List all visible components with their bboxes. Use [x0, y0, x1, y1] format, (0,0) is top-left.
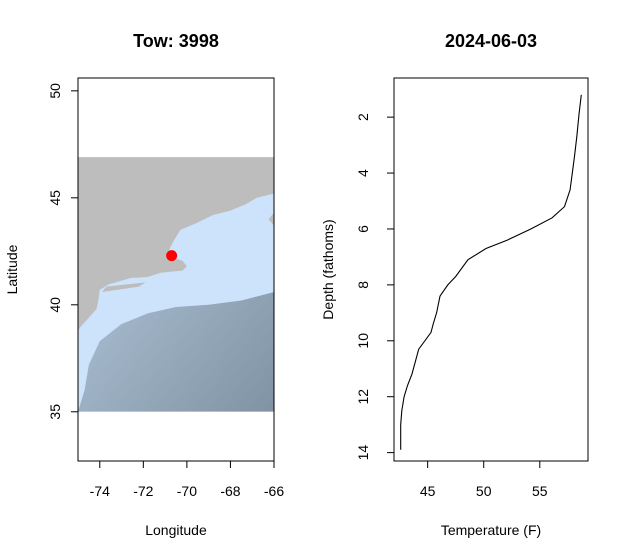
map-x-axis: -74 -72 -70 -68 -66: [90, 460, 284, 499]
profile-y-axis: 2 4 6 8 10 12 14: [355, 113, 395, 461]
profile-y-tick-label: 10: [355, 333, 371, 349]
map-x-tick-label: -68: [220, 483, 240, 499]
map-body: [78, 157, 274, 412]
profile-y-tick-label: 2: [355, 113, 371, 121]
map-x-tick-label: -66: [264, 483, 284, 499]
map-x-tick-label: -74: [90, 483, 110, 499]
profile-x-axis: 45 50 55: [420, 460, 548, 499]
map-x-axis-label: Longitude: [145, 522, 207, 538]
temperature-profile-line: [400, 94, 582, 450]
map-y-tick-label: 50: [47, 83, 63, 99]
profile-x-tick-label: 50: [476, 483, 492, 499]
profile-y-tick-label: 4: [355, 169, 371, 177]
profile-y-tick-label: 8: [355, 281, 371, 289]
tow-location-point: [166, 250, 178, 262]
map-y-tick-label: 35: [47, 404, 63, 420]
map-nova-scotia: [268, 212, 274, 226]
profile-title: 2024-06-03: [445, 31, 537, 51]
profile-x-axis-label: Temperature (F): [441, 522, 541, 538]
map-x-tick-label: -72: [133, 483, 153, 499]
profile-y-axis-label: Depth (fathoms): [320, 219, 336, 319]
profile-body: [400, 94, 582, 450]
map-panel: Tow: 3998 -74 -72 -70 -68 -66 35 40 45 50 Longi…: [4, 31, 284, 538]
map-x-tick-label: -70: [177, 483, 197, 499]
profile-frame: [393, 77, 589, 462]
profile-panel: 2024-06-03 45 50 55 2 4 6 8 10 12 14 Temperature…: [320, 31, 589, 538]
profile-x-tick-label: 45: [420, 483, 436, 499]
map-land: [78, 157, 274, 331]
map-title: Tow: 3998: [133, 31, 219, 51]
profile-y-tick-label: 12: [355, 389, 371, 405]
profile-y-tick-label: 6: [355, 225, 371, 233]
map-long-island: [101, 282, 146, 292]
map-y-tick-label: 40: [47, 297, 63, 313]
profile-x-tick-label: 55: [532, 483, 548, 499]
map-y-tick-label: 45: [47, 190, 63, 206]
map-y-axis-label: Latitude: [4, 244, 20, 294]
profile-y-tick-label: 14: [355, 445, 371, 461]
map-y-axis: 35 40 45 50: [47, 83, 79, 420]
